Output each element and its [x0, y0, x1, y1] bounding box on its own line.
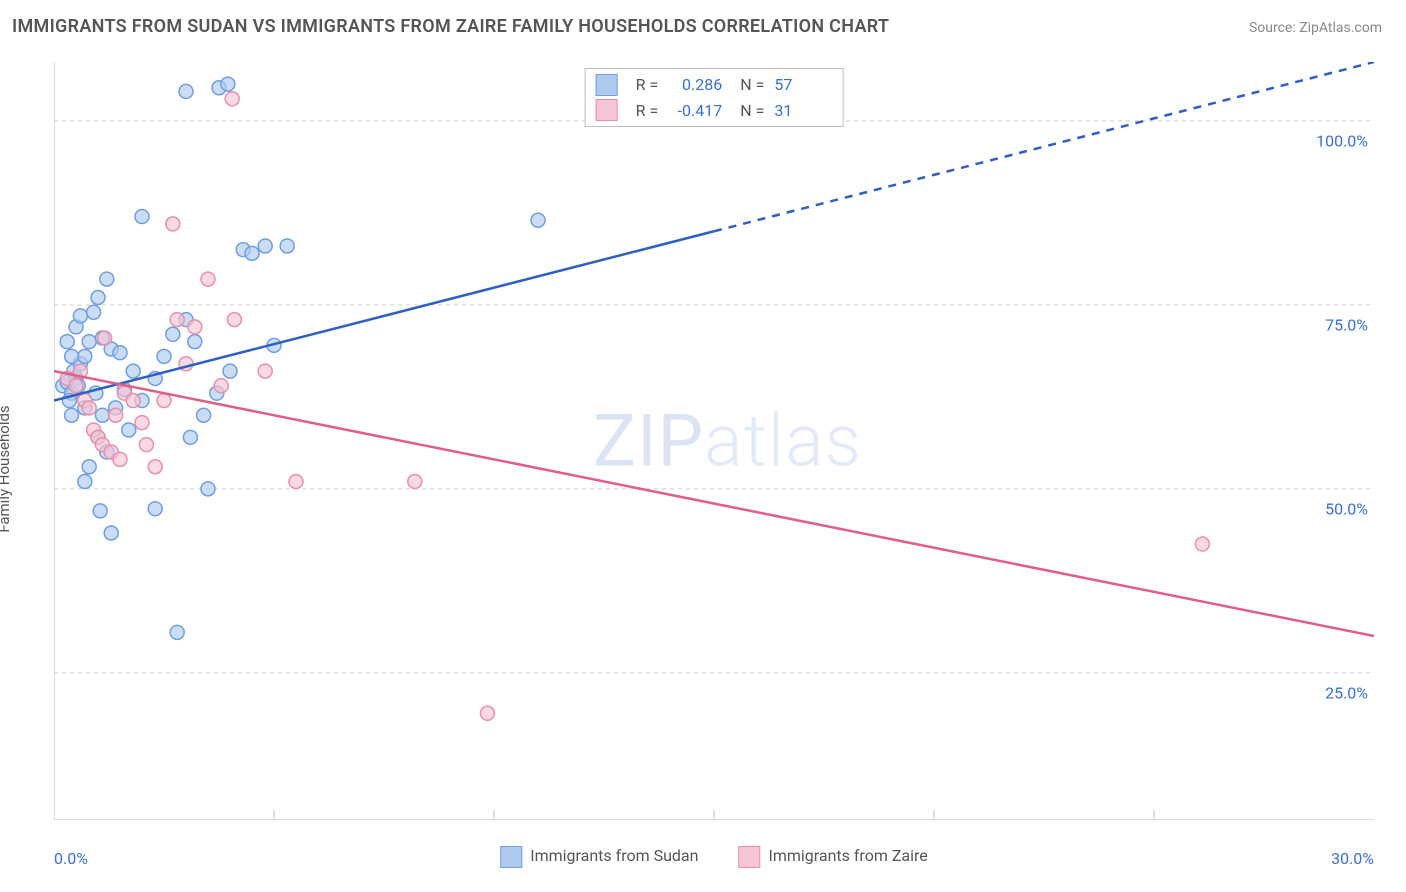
- r-label: R =: [636, 72, 659, 98]
- y-tick-label: 50.0%: [1325, 499, 1368, 518]
- chart-container: Family Households ZIPatlas R =0.286N =57…: [10, 54, 1394, 884]
- series-legend: Immigrants from Sudan Immigrants from Zai…: [500, 846, 928, 868]
- plot-area: ZIPatlas R =0.286N =57R =-0.417N =31 Imm…: [54, 62, 1374, 820]
- r-value: -0.417: [668, 98, 722, 124]
- y-tick-label: 100.0%: [1316, 131, 1368, 150]
- x-tick-label: 0.0%: [54, 849, 88, 868]
- chart-title: IMMIGRANTS FROM SUDAN VS IMMIGRANTS FROM…: [12, 16, 889, 37]
- series-legend-label: Immigrants from Zaire: [768, 846, 927, 865]
- series-legend-label: Immigrants from Sudan: [530, 846, 698, 865]
- n-label: N =: [740, 72, 764, 98]
- legend-swatch: [596, 99, 618, 121]
- r-value: 0.286: [668, 72, 722, 98]
- n-label: N =: [740, 98, 764, 124]
- y-tick-label: 25.0%: [1325, 683, 1368, 702]
- series-legend-item: Immigrants from Sudan: [500, 846, 698, 868]
- n-value: 31: [774, 98, 828, 124]
- legend-swatch: [500, 846, 522, 868]
- y-tick-label: 75.0%: [1325, 315, 1368, 334]
- source-label: Source: ZipAtlas.com: [1249, 20, 1382, 36]
- legend-swatch: [738, 846, 760, 868]
- chart-svg: [54, 62, 1374, 820]
- y-axis-label: Family Households: [0, 405, 13, 532]
- r-label: R =: [636, 98, 659, 124]
- n-value: 57: [774, 72, 828, 98]
- series-legend-item: Immigrants from Zaire: [738, 846, 927, 868]
- correlation-legend-row: R = -0.417 N = 31: [596, 98, 829, 124]
- correlation-legend: R = 0.286 N = 57 R = -0.417 N = 31: [585, 68, 844, 127]
- x-tick-label: 30.0%: [1331, 849, 1374, 868]
- correlation-legend-row: R = 0.286 N = 57: [596, 72, 829, 98]
- legend-swatch: [596, 74, 618, 96]
